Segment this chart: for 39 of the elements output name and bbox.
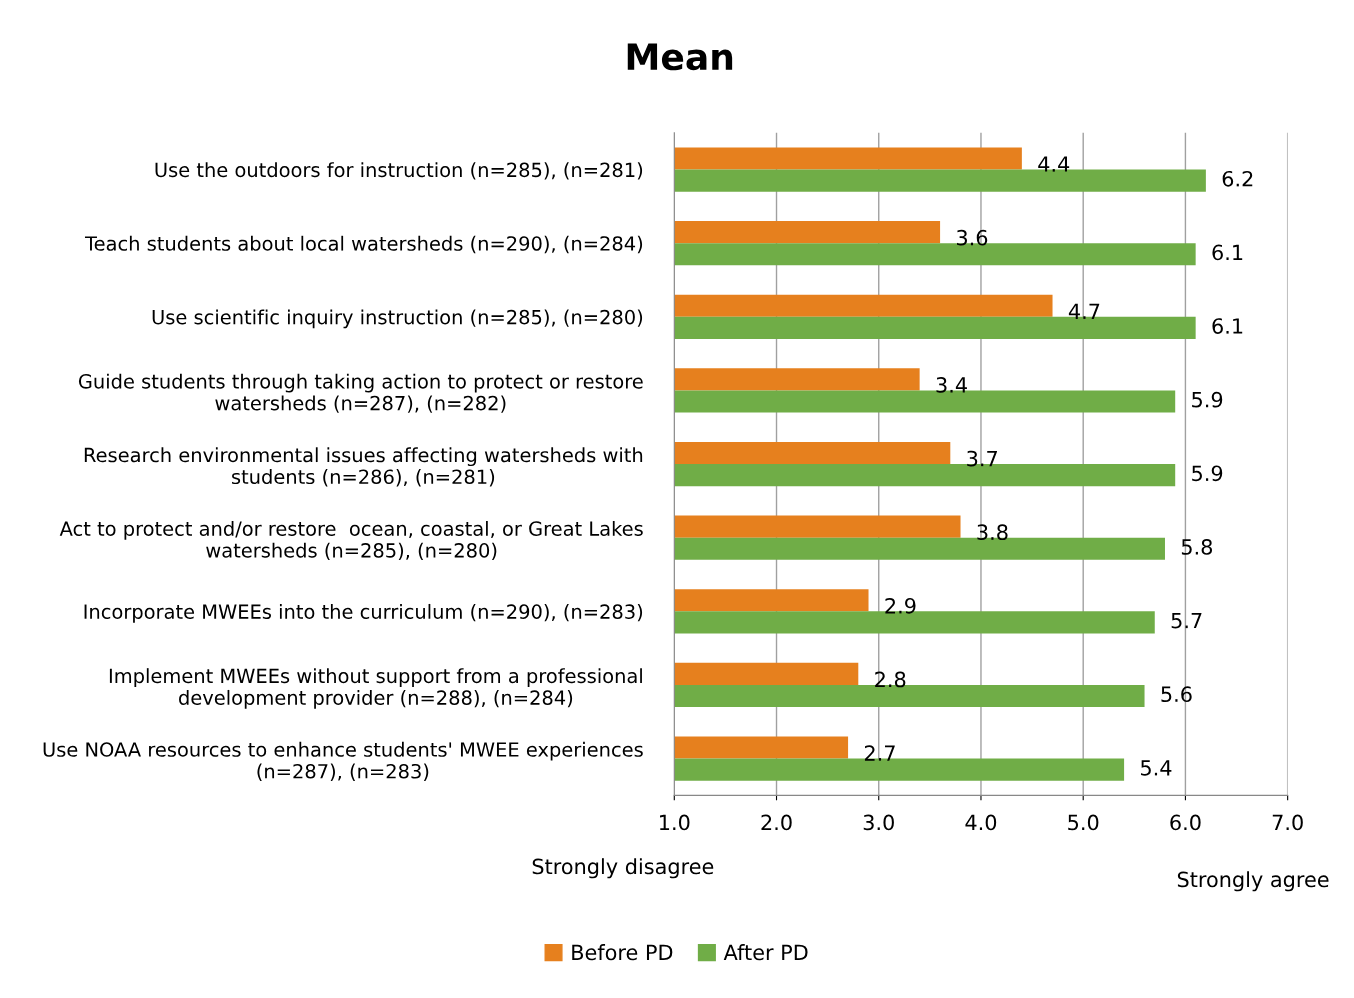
data-label: 6.1	[1212, 318, 1243, 334]
y-tick-label: Implement MWEEs without support from a professional development provider (n=288), (n=284)	[109, 668, 642, 709]
x-tick-label: 7.0	[1272, 814, 1303, 831]
data-label: 6.2	[1222, 170, 1253, 187]
x-tick-label: 6.0	[1170, 814, 1201, 831]
legend-label: After PD	[723, 944, 808, 961]
y-tick-label: Research environmental issues affecting watersheds with students (n=286), (n=281)	[84, 447, 643, 487]
data-label: 2.7	[864, 745, 895, 761]
data-label: 5.8	[1181, 539, 1213, 555]
x-tick-label: 4.0	[965, 814, 997, 831]
chart-title: Mean	[627, 43, 733, 71]
data-label: 5.9	[1192, 391, 1223, 408]
text: Strongly disagree	[532, 858, 714, 879]
data-label: 5.4	[1141, 760, 1172, 776]
data-label: 5.7	[1171, 612, 1202, 629]
y-tick-label: Incorporate MWEEs into the curriculum (n=290), (n=283)	[84, 603, 643, 623]
data-label: 3.4	[936, 377, 967, 393]
data-label: 4.7	[1068, 303, 1100, 319]
x-tick-label: 2.0	[761, 814, 792, 831]
x-tick-label: 1.0	[660, 814, 690, 831]
y-tick-label: Act to protect and/or restore ocean, coastal, or Great Lakes watersheds (n=285), (n=280)	[59, 520, 643, 561]
text: Strongly agree	[1177, 871, 1329, 892]
x-tick-label: 3.0	[863, 814, 894, 831]
data-label: 3.8	[977, 524, 1008, 541]
data-label: 2.8	[875, 671, 906, 688]
legend-label: Before PD	[572, 944, 673, 961]
y-tick-label: Guide students through taking action to protect or restore watersheds (n=287), (n=282)	[78, 373, 643, 413]
y-tick-label: Teach students about local watersheds (n=290), (n=284)	[84, 235, 643, 254]
data-label: 6.1	[1212, 244, 1243, 261]
data-label: 2.9	[885, 597, 916, 614]
y-tick-label: Use scientific inquiry instruction (n=285), (n=280)	[152, 309, 643, 329]
data-label: 3.6	[957, 229, 988, 246]
data-label: 5.6	[1161, 686, 1192, 703]
data-label: 4.4	[1038, 156, 1070, 172]
y-tick-label: Use the outdoors for instruction (n=285), (n=281)	[155, 162, 643, 180]
y-tick-label: Use NOAA resources to enhance students' MWEE experiences (n=287), (n=283)	[43, 741, 643, 781]
data-label: 5.9	[1192, 465, 1223, 482]
x-tick-label: 5.0	[1068, 814, 1099, 831]
data-label: 3.7	[967, 450, 997, 467]
